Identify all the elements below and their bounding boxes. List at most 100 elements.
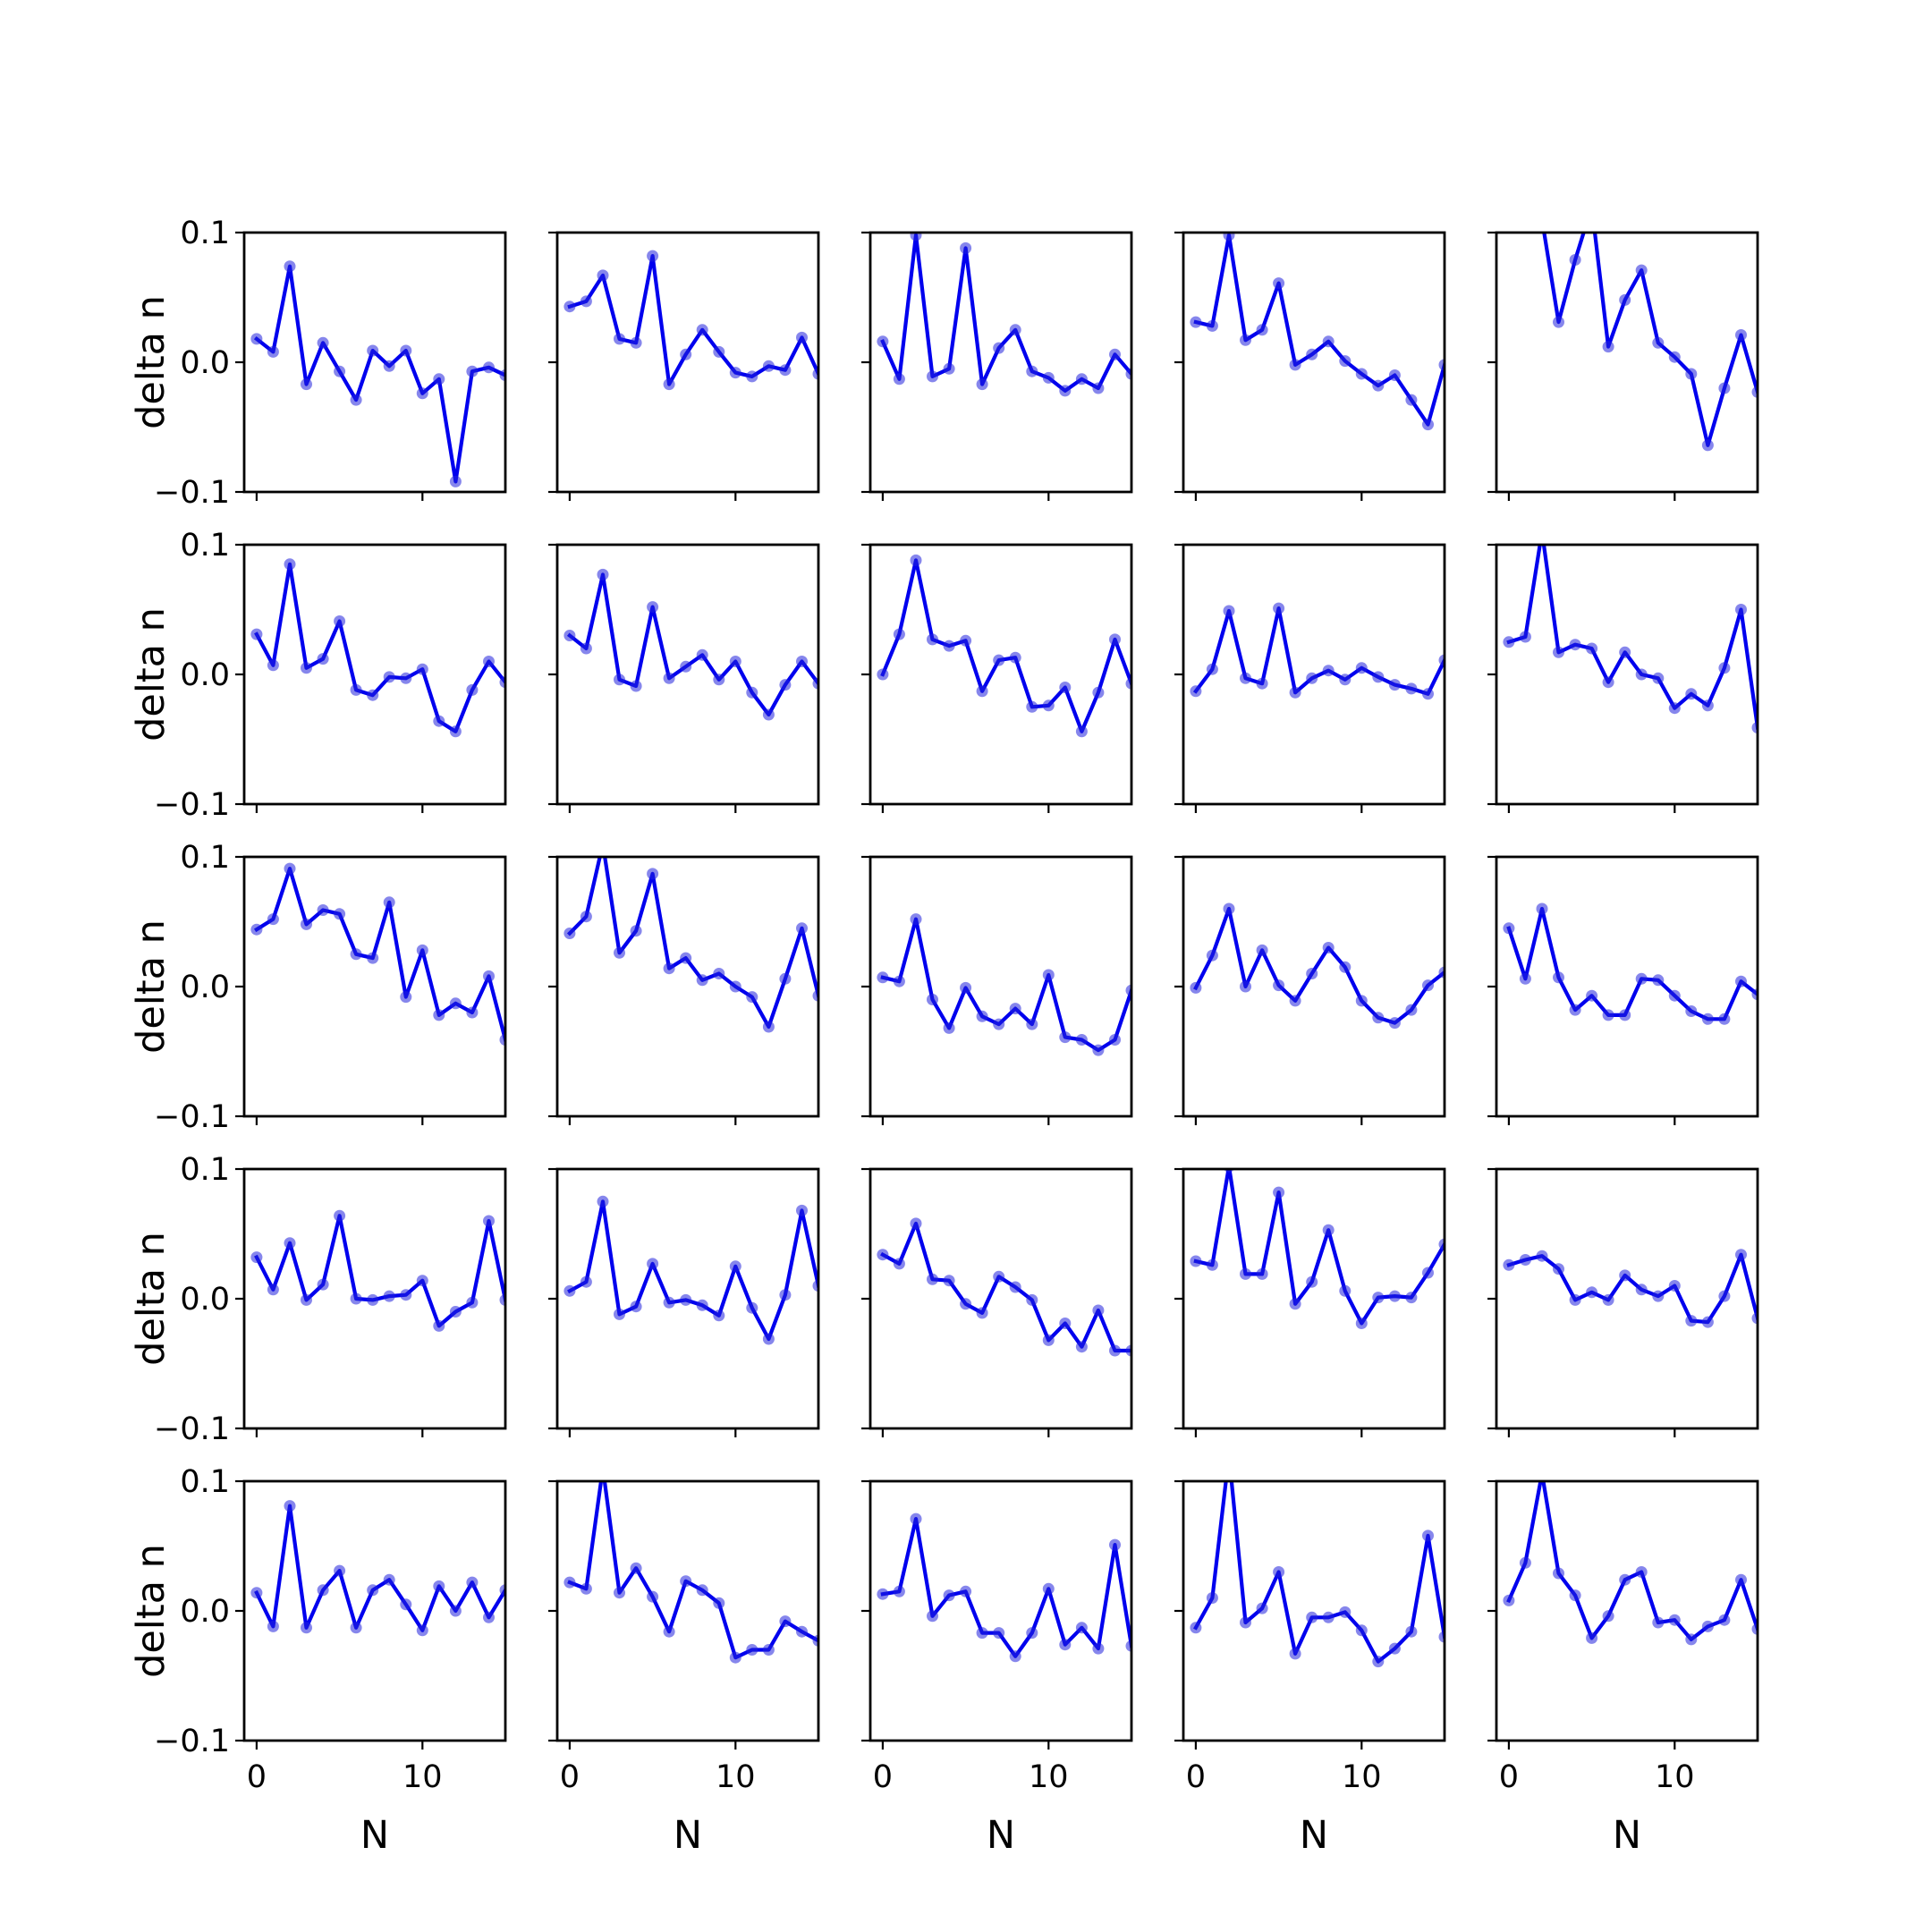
data-point <box>284 1500 296 1513</box>
plot-area <box>877 913 1131 1056</box>
data-point <box>796 922 808 935</box>
data-point <box>976 685 988 698</box>
axes-frame <box>242 543 507 806</box>
axes-frame <box>242 1479 507 1742</box>
axes-frame <box>869 1479 1133 1742</box>
data-point <box>1718 1013 1731 1025</box>
data-point <box>1206 949 1218 962</box>
data-point <box>993 342 1005 354</box>
data-point <box>1306 968 1318 979</box>
y-tick-label: 0.0 <box>180 1594 230 1630</box>
data-point <box>680 1293 692 1306</box>
data-point <box>1519 631 1531 643</box>
panel-r1-c2 <box>548 231 820 501</box>
data-point <box>1009 1003 1021 1015</box>
data-point <box>1092 1304 1105 1317</box>
data-point <box>334 1564 346 1577</box>
x-axis-label: N <box>987 1813 1015 1858</box>
plot-area <box>564 1195 818 1345</box>
series-line <box>254 867 505 1043</box>
data-point <box>713 674 725 686</box>
data-point <box>449 997 462 1010</box>
panel-r2-c2 <box>548 543 820 813</box>
data-point <box>466 1296 479 1309</box>
data-point <box>499 1034 505 1046</box>
panel-r4-c1: 0.1 0.0 −0.1 delta n <box>129 1152 507 1447</box>
series-line <box>1506 1252 1758 1325</box>
data-point <box>1635 972 1648 985</box>
data-point <box>729 367 741 379</box>
x-tick-label: 0 <box>873 1759 893 1795</box>
data-point <box>1619 1269 1631 1282</box>
panel-r2-c5 <box>1487 543 1759 813</box>
data-point <box>1422 979 1434 992</box>
data-point <box>317 1584 329 1597</box>
data-point <box>1519 972 1531 985</box>
data-point <box>1735 329 1747 341</box>
data-point <box>796 1625 808 1638</box>
data-point <box>779 364 792 377</box>
data-point <box>466 1576 479 1589</box>
data-point <box>564 1576 576 1589</box>
data-point <box>580 295 592 308</box>
data-point <box>1075 725 1088 738</box>
plot-area <box>877 1513 1131 1663</box>
data-point <box>367 952 379 964</box>
data-point <box>1075 1622 1088 1634</box>
data-point <box>680 1575 692 1588</box>
data-point <box>663 378 675 391</box>
data-point <box>1240 334 1251 346</box>
data-point <box>1438 1238 1445 1250</box>
x-axis-label: N <box>360 1813 389 1858</box>
y-tick-label: 0.0 <box>180 657 230 693</box>
data-point <box>960 1585 972 1597</box>
data-point <box>1735 975 1747 987</box>
data-point <box>1355 368 1368 380</box>
x-axis-label: N <box>1613 1813 1641 1858</box>
panel-r1-c1: 0.1 0.0 −0.1 delta n <box>129 216 507 511</box>
data-point <box>713 345 725 358</box>
data-point <box>746 991 758 1004</box>
data-point <box>1569 1293 1581 1306</box>
data-point <box>1668 1614 1681 1626</box>
data-point <box>1256 677 1268 690</box>
data-point <box>1306 672 1318 684</box>
panel-r4-c2 <box>548 1167 820 1437</box>
axes-frame <box>555 855 820 1118</box>
data-point <box>1322 665 1335 677</box>
data-point <box>350 948 362 961</box>
data-point <box>614 946 625 959</box>
data-point <box>1240 1267 1251 1280</box>
data-point <box>630 1301 642 1313</box>
data-point <box>614 1587 625 1599</box>
data-point <box>647 1258 659 1270</box>
data-point <box>696 648 708 661</box>
data-point <box>1751 1312 1758 1325</box>
series-line <box>254 1504 505 1632</box>
data-point <box>564 301 576 313</box>
y-tick-label: 0.1 <box>180 216 230 251</box>
y-tick-label: −0.1 <box>154 475 230 511</box>
data-point <box>1685 1633 1698 1646</box>
x-tick-label: 0 <box>247 1759 267 1795</box>
x-axis-label: N <box>1300 1813 1328 1858</box>
data-point <box>696 324 708 336</box>
data-point <box>1635 264 1648 276</box>
panel-r3-c2 <box>548 855 820 1125</box>
plot-area <box>250 862 505 1046</box>
data-point <box>1190 1255 1202 1267</box>
data-point <box>483 361 495 374</box>
data-point <box>1635 668 1648 681</box>
data-point <box>680 348 692 360</box>
data-point <box>1223 902 1235 915</box>
data-point <box>350 394 362 406</box>
panel-grid: 0.1 0.0 −0.1 delta n 0.1 0.0 −0.1 delta n 0.1 0.0… <box>129 216 1759 1858</box>
axes-frame <box>555 231 820 494</box>
data-point <box>416 1624 428 1637</box>
data-point <box>663 672 675 684</box>
data-point <box>383 360 395 372</box>
data-point <box>284 558 296 571</box>
data-point <box>927 370 938 383</box>
data-point <box>647 1590 659 1603</box>
y-tick-label: 0.1 <box>180 840 230 876</box>
